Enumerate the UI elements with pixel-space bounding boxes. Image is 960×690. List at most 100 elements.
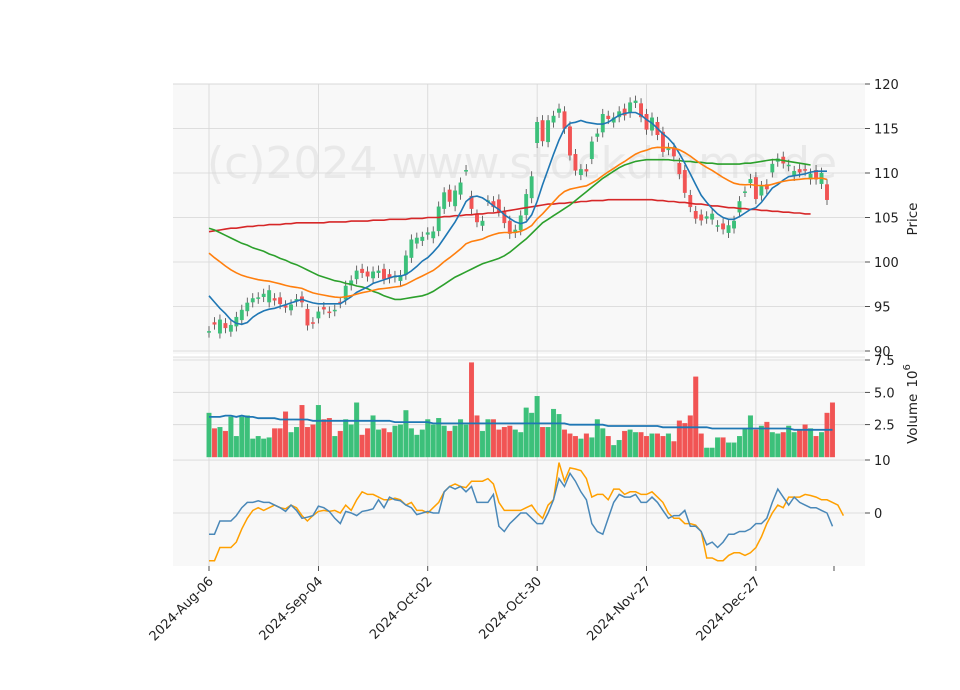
volume-bar-down xyxy=(211,428,217,458)
volume-bar-up xyxy=(441,425,447,458)
volume-bar-down xyxy=(359,434,365,458)
price-axis-label: Price xyxy=(905,203,921,236)
candle-down xyxy=(382,268,386,280)
candle-down xyxy=(764,184,769,190)
volume-bar-up xyxy=(523,407,529,458)
candle-down xyxy=(447,189,452,202)
volume-bar-up xyxy=(578,438,584,458)
candle-up xyxy=(250,298,255,303)
candle-down xyxy=(568,126,572,156)
volume-series xyxy=(206,362,835,458)
candle-up xyxy=(425,232,430,235)
volume-bar-down xyxy=(660,436,666,458)
volume-bar-down xyxy=(386,432,392,458)
candle-down xyxy=(310,322,315,324)
candle-down xyxy=(321,307,326,310)
candle-down xyxy=(639,103,643,118)
volume-bar-down xyxy=(561,429,567,458)
candle-down xyxy=(721,223,726,230)
volume-axis-label: Volume 106 xyxy=(902,364,921,444)
volume-bar-up xyxy=(261,438,267,458)
candle-down xyxy=(699,214,704,221)
price-tick-label: 90 xyxy=(874,345,891,360)
sma20-line xyxy=(208,111,827,326)
volume-bar-up xyxy=(206,412,212,458)
volume-bar-up xyxy=(458,419,464,458)
volume-bar-up xyxy=(786,425,792,458)
indicator-line-2 xyxy=(209,462,845,562)
candle-down xyxy=(278,297,283,305)
volume-bar-up xyxy=(611,445,617,458)
candle-down xyxy=(360,268,365,273)
candle-down xyxy=(584,169,589,172)
candle-up xyxy=(354,270,359,280)
candle-up xyxy=(289,304,293,311)
volume-bar-down xyxy=(567,433,573,458)
candle-up xyxy=(261,293,266,297)
volume-tick-label: 5.0 xyxy=(874,386,895,401)
candle-down xyxy=(305,308,310,326)
volume-bar-down xyxy=(676,420,682,458)
volume-bar-up xyxy=(758,425,764,458)
candle-down xyxy=(803,169,808,171)
candle-up xyxy=(403,255,408,275)
candle-up xyxy=(704,216,709,219)
volume-bar-up xyxy=(419,429,425,458)
volume-bar-up xyxy=(665,433,671,458)
volume-bar-up xyxy=(485,419,491,458)
volume-bar-up xyxy=(616,439,622,458)
volume-bar-up xyxy=(370,415,376,458)
candle-up xyxy=(234,316,239,327)
candle-up xyxy=(529,176,534,199)
candle-down xyxy=(573,154,578,171)
volume-bar-down xyxy=(222,430,228,458)
volume-bar-up xyxy=(742,428,748,458)
candle-up xyxy=(589,141,594,160)
volume-bar-up xyxy=(315,405,321,458)
price-tick-label: 95 xyxy=(874,301,891,316)
candle-up xyxy=(207,331,211,333)
candle-up xyxy=(732,220,736,229)
volume-bar-down xyxy=(654,433,660,458)
volume-bar-down xyxy=(540,427,546,458)
volume-bar-down xyxy=(693,376,699,458)
price-tick-label: 120 xyxy=(874,78,899,93)
candle-down xyxy=(606,115,611,119)
candle-down xyxy=(272,298,277,301)
volume-bar-down xyxy=(299,405,305,458)
candle-down xyxy=(562,111,567,129)
volume-bar-up xyxy=(556,414,562,458)
volume-bar-down xyxy=(764,421,770,458)
x-tick-label: 2024-Aug-06 xyxy=(147,574,217,644)
volume-bar-up xyxy=(425,419,431,458)
volume-bar-down xyxy=(447,430,453,458)
indicator-tick-label: 10 xyxy=(874,454,891,469)
volume-bar-up xyxy=(397,424,403,458)
candle-up xyxy=(316,311,321,319)
volume-bar-up xyxy=(255,436,261,458)
candle-up xyxy=(786,164,791,167)
volume-bar-up xyxy=(348,424,354,458)
volume-bar-down xyxy=(698,433,704,458)
volume-bar-down xyxy=(474,415,480,458)
volume-bar-up xyxy=(627,429,633,458)
volume-bar-up xyxy=(430,424,436,458)
volume-bar-down xyxy=(824,412,830,458)
candle-up xyxy=(332,309,337,312)
candle-down xyxy=(753,177,758,200)
candle-up xyxy=(464,170,468,172)
x-tick-label: 2024-Oct-30 xyxy=(476,574,544,642)
volume-bar-up xyxy=(512,429,518,458)
volume-bar-down xyxy=(780,432,786,458)
candle-up xyxy=(480,220,485,226)
candle-down xyxy=(365,271,370,277)
candle-up xyxy=(398,275,403,281)
volume-bar-up xyxy=(479,430,485,458)
volume-bar-down xyxy=(687,415,693,458)
volume-bar-up xyxy=(518,432,524,458)
volume-bar-down xyxy=(507,425,513,458)
volume-bar-up xyxy=(600,428,606,458)
volume-bar-down xyxy=(321,419,327,458)
candle-up xyxy=(770,163,775,173)
volume-bar-up xyxy=(376,429,382,458)
